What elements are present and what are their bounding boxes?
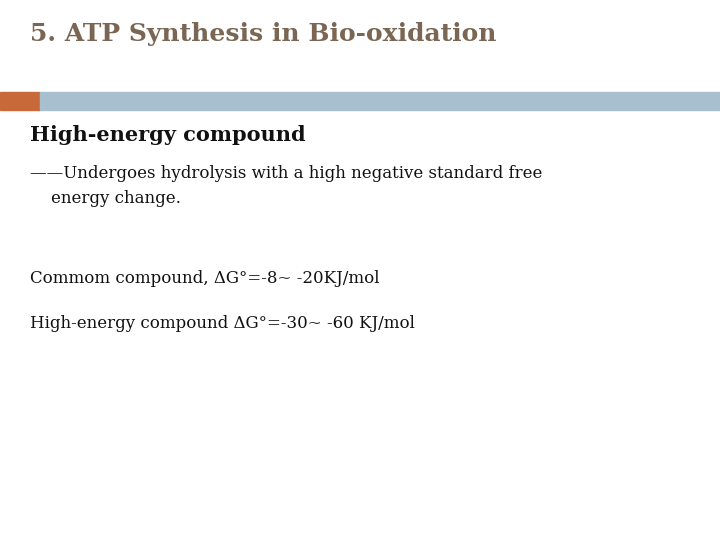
Text: Commom compound, ΔG°=-8~ -20KJ/mol: Commom compound, ΔG°=-8~ -20KJ/mol xyxy=(30,270,379,287)
Text: 5. ATP Synthesis in Bio-oxidation: 5. ATP Synthesis in Bio-oxidation xyxy=(30,22,497,46)
Bar xyxy=(40,92,720,110)
Text: ——Undergoes hydrolysis with a high negative standard free: ——Undergoes hydrolysis with a high negat… xyxy=(30,165,542,182)
Text: High-energy compound ΔG°=-30~ -60 KJ/mol: High-energy compound ΔG°=-30~ -60 KJ/mol xyxy=(30,315,415,332)
Bar xyxy=(0,92,40,110)
Text: energy change.: energy change. xyxy=(30,190,181,207)
Text: High-energy compound: High-energy compound xyxy=(30,125,305,145)
